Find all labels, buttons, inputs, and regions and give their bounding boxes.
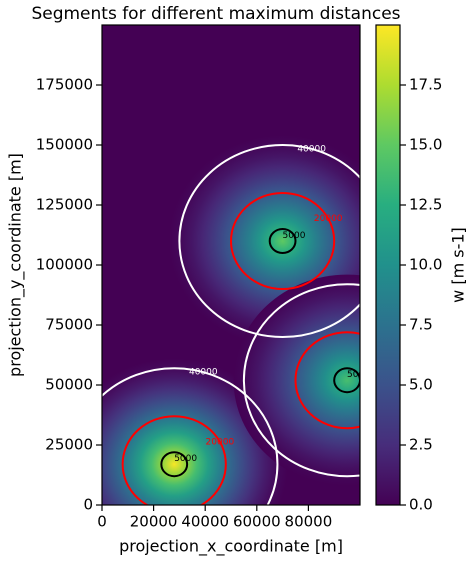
contour-line xyxy=(242,283,360,478)
y-tick-label: 175000 xyxy=(36,76,93,94)
x-axis-label: projection_x_coordinate [m] xyxy=(119,537,343,557)
contour-line xyxy=(102,367,279,505)
y-tick-label: 50000 xyxy=(45,376,93,394)
contour-label: 40000 xyxy=(297,144,326,154)
colorbar-tick-label: 15.0 xyxy=(409,136,442,154)
y-tick-label: 25000 xyxy=(45,436,93,454)
contour-line xyxy=(294,331,360,430)
colorbar-label: w [m s-1] xyxy=(449,227,468,303)
colorbar xyxy=(375,24,401,506)
contour-label: 5000 xyxy=(347,370,370,380)
colorbar-tick-label: 10.0 xyxy=(409,256,442,274)
contour-line xyxy=(160,451,189,478)
x-tick-label: 0 xyxy=(97,513,107,531)
colorbar-tick-label: 17.5 xyxy=(409,76,442,94)
colorbar-tick-label: 5.0 xyxy=(409,376,433,394)
colorbar-tick-label: 7.5 xyxy=(409,316,433,334)
contour-line xyxy=(178,144,360,338)
y-tick-label: 150000 xyxy=(36,136,93,154)
x-tick-label: 40000 xyxy=(181,513,229,531)
y-tick-label: 75000 xyxy=(45,316,93,334)
y-tick-label: 125000 xyxy=(36,196,93,214)
colorbar-tick-label: 0.0 xyxy=(409,496,433,514)
x-tick-label: 80000 xyxy=(285,513,333,531)
chart-title: Segments for different maximum distances xyxy=(31,4,400,24)
y-tick-label: 100000 xyxy=(36,256,93,274)
contour-label: 20000 xyxy=(206,437,235,447)
x-tick-label: 60000 xyxy=(233,513,281,531)
y-axis-label: projection_y_coordinate [m] xyxy=(6,153,26,377)
contour-line xyxy=(268,228,297,254)
contour-line xyxy=(230,192,336,290)
contour-label: 5000 xyxy=(283,231,306,241)
contour-line xyxy=(121,415,227,505)
colorbar-tick-label: 2.5 xyxy=(409,436,433,454)
plot-area: 5000200004000050002000040000500020000400… xyxy=(102,25,370,505)
y-tick-label: 0 xyxy=(83,496,93,514)
x-tick-label: 20000 xyxy=(130,513,178,531)
contour-line xyxy=(333,367,360,394)
contour-label: 40000 xyxy=(189,368,218,378)
colorbar-tick-label: 12.5 xyxy=(409,196,442,214)
contour-label: 20000 xyxy=(314,214,343,224)
contour-label: 5000 xyxy=(174,454,197,464)
